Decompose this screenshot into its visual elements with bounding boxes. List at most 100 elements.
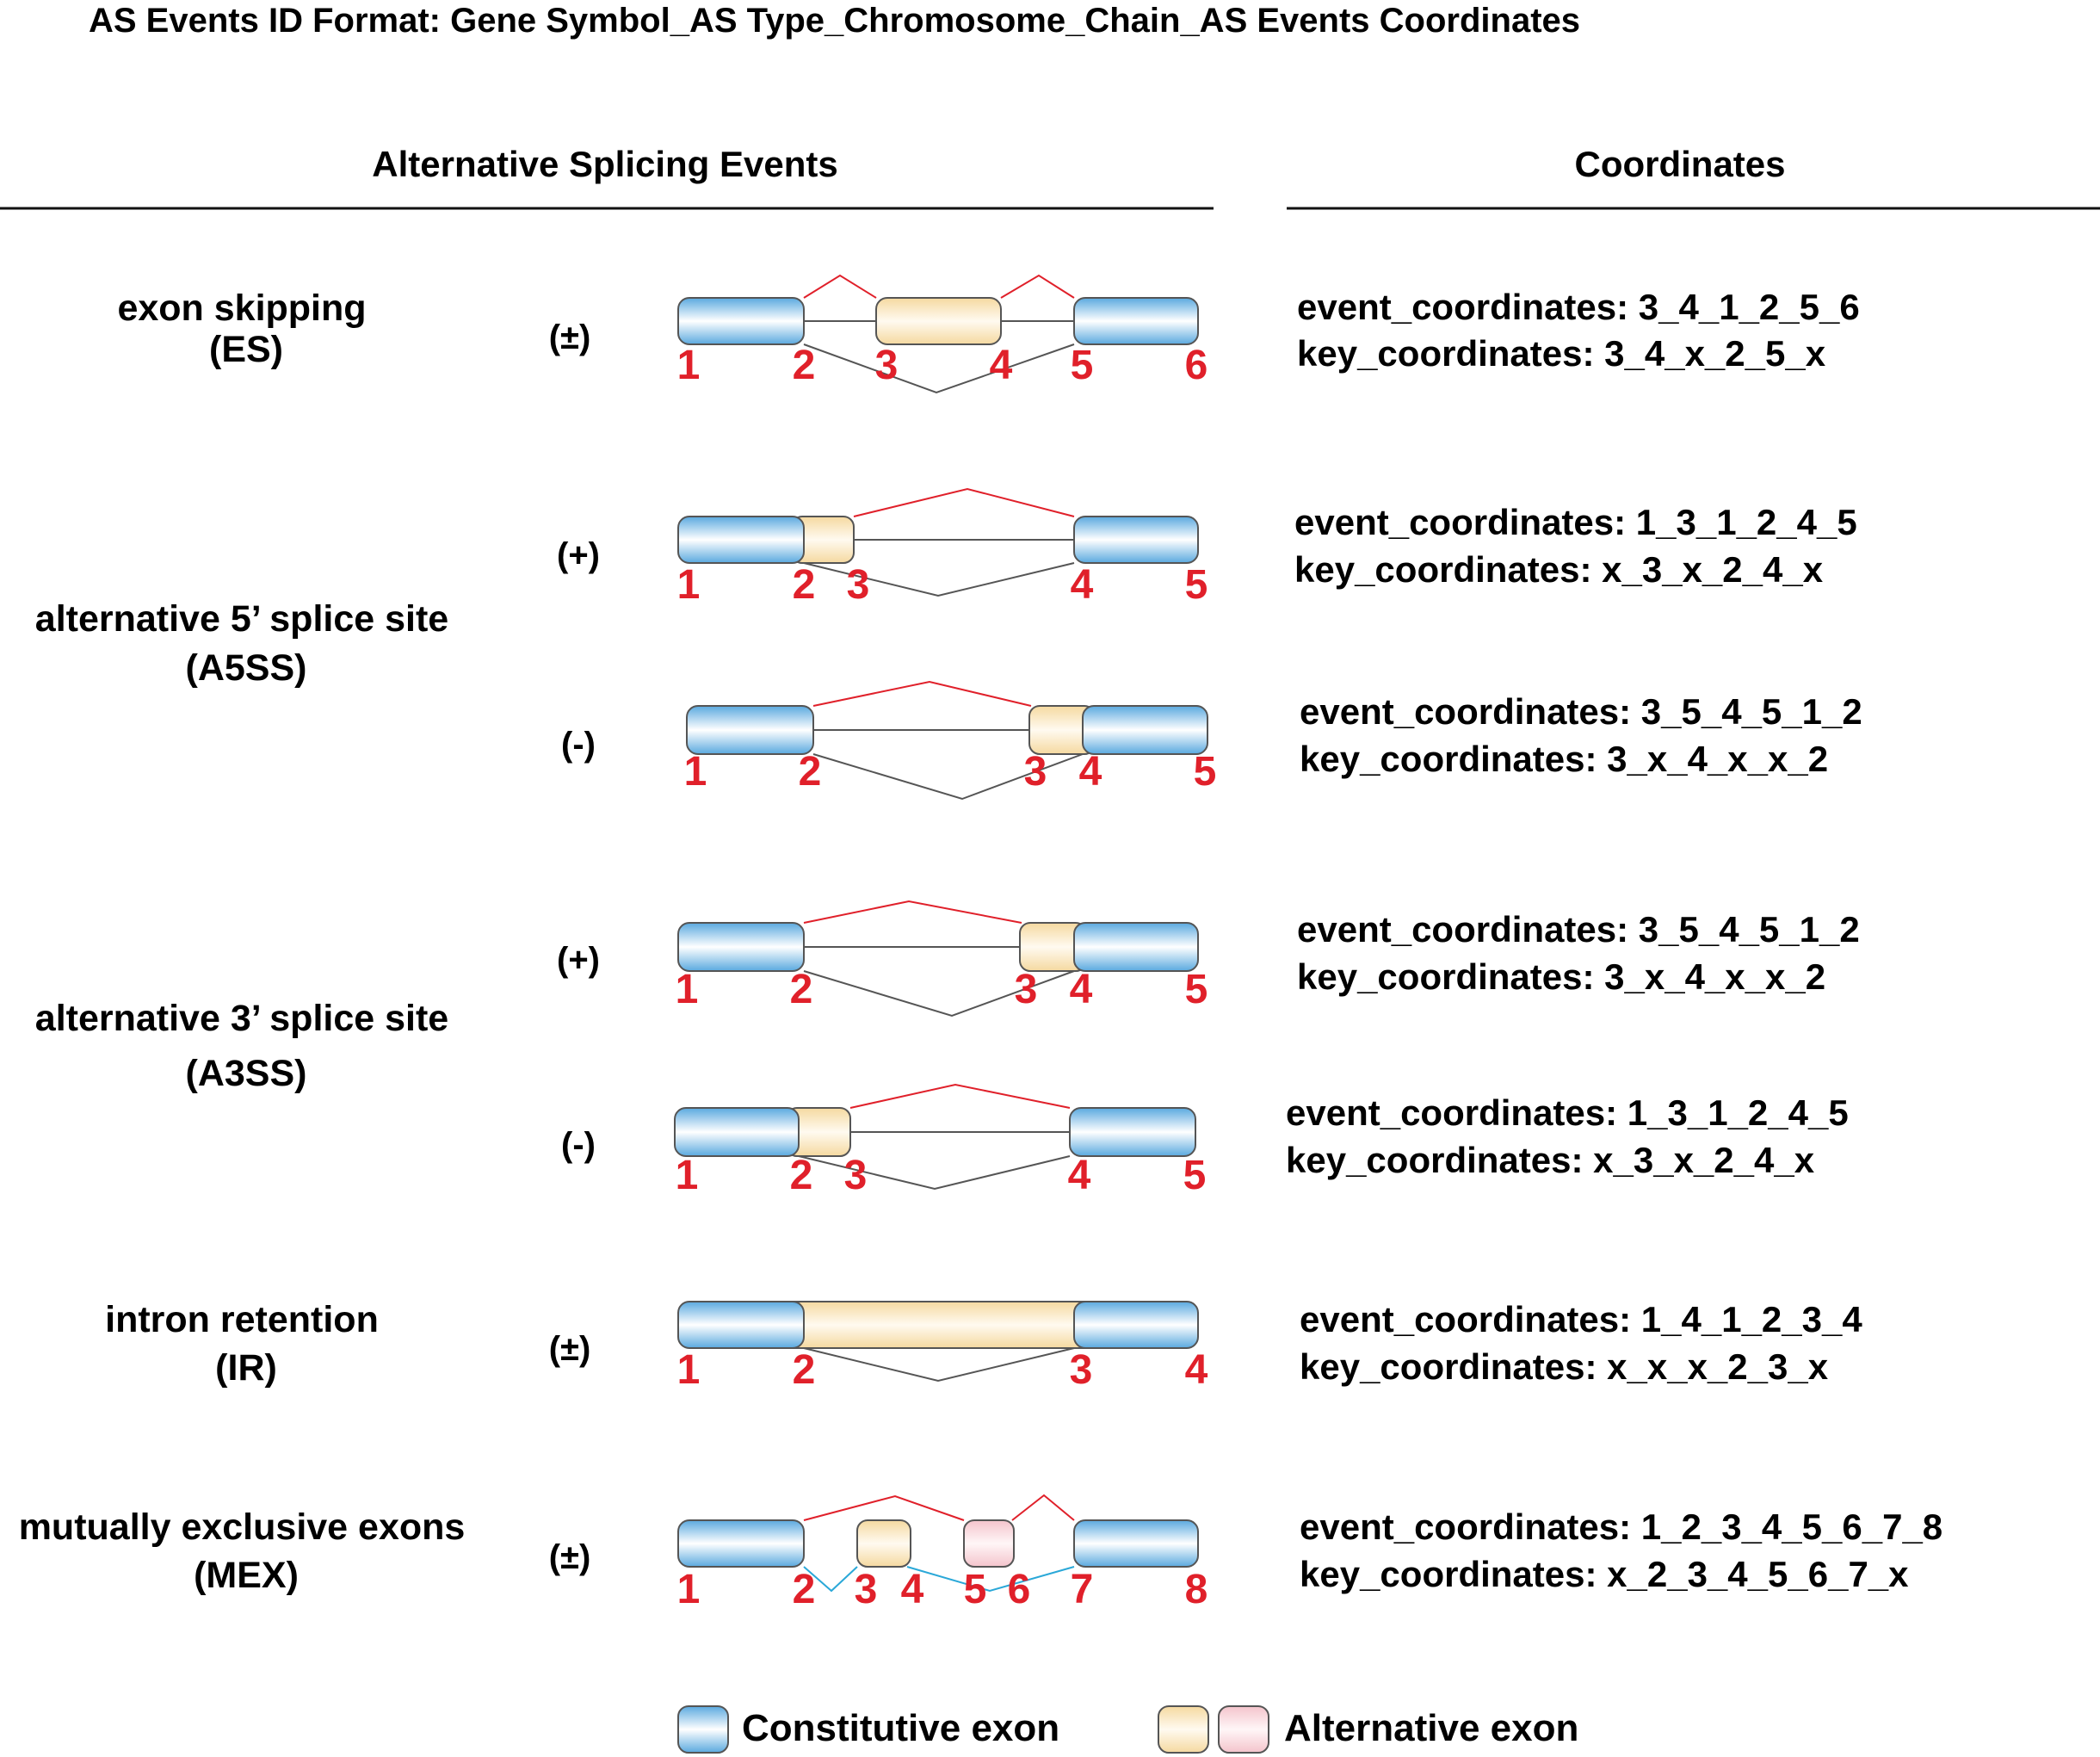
row-a3ss-minus-event: event_coordinates: 1_3_1_2_4_5 [1286, 1092, 1849, 1133]
row-es-name-2: (ES) [209, 329, 283, 370]
coordinate-number: 3 [855, 1567, 878, 1612]
a3ss-plus-short-junction [803, 970, 1075, 1018]
coordinate-number: 5 [964, 1567, 987, 1612]
coordinate-number: 1 [677, 1567, 701, 1612]
ir-retained-intron [791, 1301, 1087, 1349]
row-a3ss-minus-strand: (-) [561, 1126, 596, 1164]
coordinate-number: 2 [793, 1347, 816, 1393]
coordinate-number: 4 [1079, 749, 1102, 795]
mex-diagram: 1 2 3 4 5 6 7 8 [677, 1494, 1208, 1612]
a3ss-plus-long-junction [803, 900, 1022, 924]
ir-exon-constitutive [677, 1301, 805, 1349]
coordinate-number: 4 [901, 1567, 924, 1612]
a3ss-plus-exon-constitutive [677, 922, 805, 972]
row-a3ss-plus-key: key_coordinates: 3_x_4_x_x_2 [1297, 956, 1825, 997]
coordinate-number: 2 [799, 749, 822, 795]
coordinate-number: 2 [790, 967, 813, 1012]
header-events: Alternative Splicing Events [372, 144, 838, 184]
coordinate-number: 3 [1024, 749, 1047, 795]
es-inclusion-junction-right [1000, 274, 1075, 299]
coordinate-number: 2 [793, 343, 816, 388]
mex-exon-constitutive [677, 1519, 805, 1568]
es-exon-alternative [875, 297, 1002, 345]
page-title: AS Events ID Format: Gene Symbol_AS Type… [89, 2, 1580, 40]
a5ss-minus-exon-constitutive [1082, 705, 1208, 755]
a5ss-plus-short-junction [803, 562, 1075, 597]
coordinate-number: 2 [790, 1153, 813, 1198]
legend-alternative-swatch-pink [1218, 1705, 1269, 1754]
row-mex-strand: (±) [549, 1538, 591, 1576]
row-a3ss-minus-key: key_coordinates: x_3_x_2_4_x [1286, 1140, 1815, 1180]
row-es-key: key_coordinates: 3_4_x_2_5_x [1297, 333, 1826, 374]
coordinate-number: 2 [793, 562, 816, 608]
coordinate-number: 6 [1008, 1567, 1031, 1612]
legend-constitutive-swatch [677, 1705, 729, 1754]
a5ss-plus-exon-constitutive [1073, 516, 1199, 564]
row-a5ss-minus-strand: (-) [561, 726, 596, 764]
row-mex-name-1: mutually exclusive exons [19, 1506, 466, 1548]
mex-junction-blue [906, 1566, 1075, 1593]
row-a3ss-name-2: (A3SS) [186, 1053, 307, 1094]
coordinate-number: 8 [1185, 1567, 1208, 1612]
coordinate-number: 3 [875, 343, 899, 388]
a3ss-minus-short-junction [798, 1155, 1071, 1191]
row-es-name-1: exon skipping [117, 288, 366, 329]
a3ss-minus-exon-constitutive [674, 1107, 800, 1157]
row-a5ss-plus-key: key_coordinates: x_3_x_2_4_x [1294, 549, 1824, 590]
ir-diagram: 1 2 3 4 [677, 1301, 1208, 1393]
row-es-event: event_coordinates: 3_4_1_2_5_6 [1297, 287, 1860, 327]
coordinate-number: 4 [1185, 1347, 1208, 1393]
legend-constitutive-label: Constitutive exon [742, 1707, 1059, 1749]
coordinate-number: 4 [990, 343, 1013, 388]
row-a5ss-name-1: alternative 5’ splice site [35, 598, 448, 640]
es-exon-constitutive [677, 297, 805, 345]
a3ss-minus-long-junction [849, 1083, 1071, 1109]
row-mex-key: key_coordinates: x_2_3_4_5_6_7_x [1300, 1554, 1909, 1594]
row-a5ss-plus-strand: (+) [557, 536, 600, 574]
coordinate-number: 5 [1071, 343, 1094, 388]
es-skipping-junction [803, 343, 1075, 394]
a3ss-plus-diagram: 1 2 3 4 5 [676, 900, 1208, 1018]
row-mex-name-2: (MEX) [194, 1555, 299, 1596]
coordinate-number: 1 [684, 749, 707, 795]
coordinate-number: 7 [1071, 1567, 1094, 1612]
row-a5ss-minus-key: key_coordinates: 3_x_4_x_x_2 [1300, 739, 1828, 779]
a5ss-plus-long-junction [853, 487, 1075, 517]
mex-junction-red [803, 1494, 965, 1521]
row-a5ss-plus-event: event_coordinates: 1_3_1_2_4_5 [1294, 502, 1857, 542]
coordinate-number: 1 [677, 562, 701, 608]
coordinate-number: 3 [847, 562, 870, 608]
coordinate-number: 1 [676, 1153, 699, 1198]
coordinate-number: 4 [1068, 1153, 1091, 1198]
legend-alternative-swatch-yellow [1158, 1705, 1209, 1754]
coordinate-number: 1 [677, 343, 701, 388]
row-ir-name-1: intron retention [105, 1299, 379, 1340]
row-labels: exon skipping (ES) (±) event_coordinates… [19, 287, 1942, 1596]
coordinate-number: 5 [1183, 1153, 1207, 1198]
coordinate-number: 5 [1185, 967, 1208, 1012]
a5ss-minus-long-junction [812, 680, 1032, 707]
coordinate-number: 4 [1070, 967, 1093, 1012]
row-ir-strand: (±) [549, 1330, 591, 1368]
a3ss-plus-exon-constitutive [1073, 922, 1199, 972]
es-inclusion-junction-left [803, 274, 877, 299]
row-ir-key: key_coordinates: x_x_x_2_3_x [1300, 1346, 1829, 1387]
a3ss-minus-diagram: 1 2 3 4 5 [674, 1083, 1207, 1198]
a3ss-minus-exon-constitutive [1069, 1107, 1196, 1157]
coordinate-number: 3 [844, 1153, 868, 1198]
a5ss-minus-exon-constitutive [686, 705, 814, 755]
legend-alternative-label: Alternative exon [1284, 1707, 1578, 1749]
legend: Constitutive exon Alternative exon [677, 1705, 1578, 1754]
coordinate-number: 5 [1185, 562, 1208, 608]
coordinate-number: 1 [677, 1347, 701, 1393]
row-a3ss-plus-event: event_coordinates: 3_5_4_5_1_2 [1297, 909, 1860, 950]
mex-exon-alternative [856, 1519, 911, 1568]
row-mex-event: event_coordinates: 1_2_3_4_5_6_7_8 [1300, 1506, 1942, 1547]
row-ir-event: event_coordinates: 1_4_1_2_3_4 [1300, 1299, 1862, 1339]
es-diagram: 1 2 3 4 5 6 [677, 274, 1208, 394]
row-a3ss-name-1: alternative 3’ splice site [35, 998, 448, 1039]
mex-exon-constitutive [1073, 1519, 1199, 1568]
coordinate-number: 4 [1071, 562, 1094, 608]
mex-junction-blue [803, 1566, 858, 1593]
